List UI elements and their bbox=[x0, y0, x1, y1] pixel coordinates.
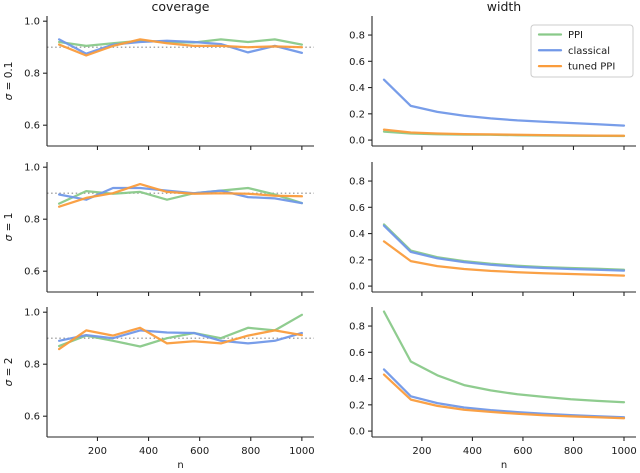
y-tick-label: 0.4 bbox=[349, 374, 365, 385]
y-tick-label: 0.8 bbox=[349, 177, 365, 188]
y-tick-label: 0.8 bbox=[349, 322, 365, 333]
series-line-classical-row3-width bbox=[382, 368, 626, 419]
series-line-tuned-ppi-row1-width bbox=[382, 128, 626, 137]
x-tick-label: 800 bbox=[241, 446, 260, 457]
legend-box bbox=[530, 24, 634, 78]
y-tick-label: 0.0 bbox=[349, 282, 365, 293]
x-tick-label: 400 bbox=[463, 446, 482, 457]
y-tick-label: 0.2 bbox=[349, 109, 365, 120]
x-axis-label: n bbox=[177, 460, 183, 471]
series-line-tuned-ppi-row3-width bbox=[382, 373, 626, 420]
column-title-width: width bbox=[487, 0, 521, 14]
x-tick-label: 400 bbox=[139, 446, 158, 457]
y-tick-label: 0.0 bbox=[349, 427, 365, 438]
y-tick-label: 0.8 bbox=[24, 215, 40, 226]
y-tick-label: 1.0 bbox=[24, 163, 40, 174]
x-tick-label: 1000 bbox=[289, 446, 314, 457]
x-tick-label: 600 bbox=[190, 446, 209, 457]
y-tick-label: 0.0 bbox=[349, 136, 365, 147]
y-tick-label: 0.6 bbox=[24, 412, 40, 423]
legend-label-classical: classical bbox=[568, 46, 610, 57]
y-tick-label: 0.2 bbox=[349, 400, 365, 411]
y-tick-label: 0.8 bbox=[24, 69, 40, 80]
y-tick-label: 0.6 bbox=[24, 267, 40, 278]
series-line-tuned-ppi-row1-coverage bbox=[57, 38, 304, 57]
y-tick-label: 0.6 bbox=[24, 121, 40, 132]
series-line-classical-row1-coverage bbox=[57, 38, 304, 55]
x-axis-label: n bbox=[501, 460, 507, 471]
y-tick-label: 1.0 bbox=[24, 308, 40, 319]
legend-label-tuned-ppi: tuned PPI bbox=[568, 62, 615, 73]
y-tick-label: 0.8 bbox=[349, 31, 365, 42]
x-tick-label: 200 bbox=[88, 446, 107, 457]
series-line-classical-row3-coverage bbox=[57, 329, 304, 345]
column-title-coverage: coverage bbox=[151, 0, 209, 14]
y-tick-label: 0.6 bbox=[349, 57, 365, 68]
y-tick-label: 0.4 bbox=[349, 83, 365, 94]
row-label-2: σ = 2 bbox=[3, 358, 15, 387]
series-line-ppi-row2-coverage bbox=[57, 186, 304, 205]
y-tick-label: 0.4 bbox=[349, 229, 365, 240]
y-tick-label: 1.0 bbox=[24, 17, 40, 28]
y-tick-label: 0.6 bbox=[349, 348, 365, 359]
x-tick-label: 200 bbox=[412, 446, 431, 457]
y-tick-label: 0.2 bbox=[349, 255, 365, 266]
series-line-ppi-row3-width bbox=[382, 310, 626, 404]
series-line-tuned-ppi-row2-width bbox=[382, 240, 626, 277]
series-line-tuned-ppi-row3-coverage bbox=[57, 326, 304, 351]
y-tick-label: 0.6 bbox=[349, 203, 365, 214]
x-tick-label: 600 bbox=[513, 446, 532, 457]
series-line-classical-row2-width bbox=[382, 224, 626, 272]
series-line-ppi-row3-coverage bbox=[57, 313, 304, 348]
row-label-0-1: σ = 0.1 bbox=[3, 62, 15, 101]
y-tick-label: 0.8 bbox=[24, 360, 40, 371]
series-line-classical-row1-width bbox=[382, 78, 626, 127]
x-tick-label: 800 bbox=[564, 446, 583, 457]
series-line-tuned-ppi-row2-coverage bbox=[57, 182, 304, 208]
legend-label-ppi: PPI bbox=[568, 30, 583, 41]
row-label-1: σ = 1 bbox=[3, 213, 15, 242]
x-tick-label: 1000 bbox=[611, 446, 636, 457]
